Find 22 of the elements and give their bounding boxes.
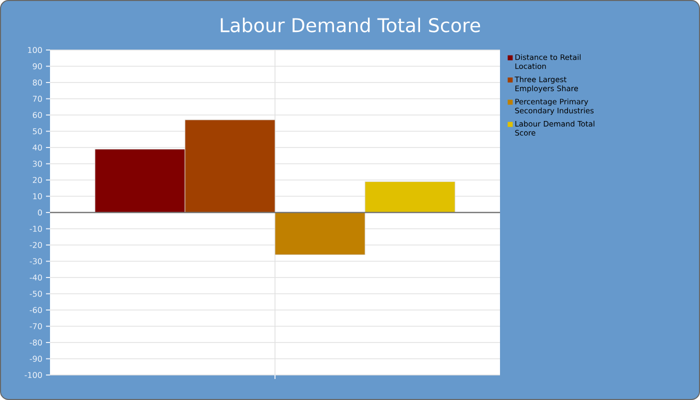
y-tick-label: 20	[32, 176, 42, 184]
y-tick-label: 60	[32, 112, 42, 118]
y-tick-label: 30	[32, 160, 42, 167]
y-tick-label: -30	[30, 258, 42, 264]
y-tick-label: -20	[30, 242, 42, 248]
y-tick-label: -50	[30, 290, 42, 297]
y-tick-label: 80	[32, 79, 42, 86]
y-tick-label: -90	[30, 356, 42, 362]
y-tick-label: -100	[24, 372, 42, 378]
y-tick-label: -80	[30, 339, 42, 346]
y-tick-label: 100	[28, 46, 42, 54]
y-tick-label: -40	[30, 274, 42, 281]
y-tick-label: 90	[32, 63, 42, 70]
y-tick-label: 10	[33, 193, 42, 200]
y-tick-label: 40	[32, 144, 42, 151]
y-tick-label: 0	[38, 209, 42, 216]
chart-title: Labour Demand Total Score	[220, 18, 480, 32]
y-tick-label: -60	[30, 306, 42, 314]
y-tick-label: -10	[30, 226, 42, 232]
y-tick-label: -70	[30, 323, 42, 330]
y-tick-label: 50	[32, 128, 42, 134]
y-tick-label: 70	[32, 96, 42, 102]
